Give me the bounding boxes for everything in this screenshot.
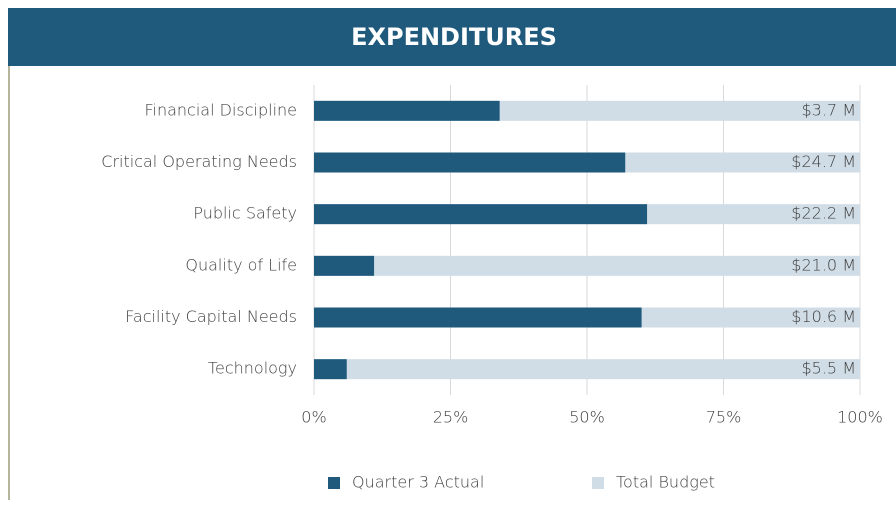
bar bbox=[314, 359, 860, 380]
bar bbox=[314, 255, 860, 276]
header-bar bbox=[8, 8, 896, 66]
bar bbox=[314, 152, 626, 173]
chart-title: EXPENDITURES bbox=[351, 23, 557, 51]
annotation: $22.2 M bbox=[791, 204, 856, 223]
annotation: $10.6 M bbox=[791, 307, 856, 326]
bar bbox=[314, 307, 642, 328]
annotation: $3.7 M bbox=[801, 100, 856, 119]
x-tick-label: 0% bbox=[301, 408, 326, 427]
bar bbox=[314, 359, 347, 380]
legend-label: Quarter 3 Actual bbox=[352, 473, 484, 492]
y-tick-label: Financial Discipline bbox=[144, 100, 297, 119]
legend-label: Total Budget bbox=[616, 473, 715, 492]
x-tick-label: 50% bbox=[569, 408, 605, 427]
y-tick-label: Critical Operating Needs bbox=[101, 152, 297, 171]
y-tick-label: Public Safety bbox=[193, 204, 297, 223]
annotation: $21.0 M bbox=[791, 255, 856, 274]
bar bbox=[314, 100, 500, 121]
bar bbox=[314, 204, 648, 225]
bar bbox=[314, 255, 375, 276]
annotation: $24.7 M bbox=[791, 152, 856, 171]
x-tick-label: 100% bbox=[837, 408, 883, 427]
x-tick-label: 75% bbox=[706, 408, 742, 427]
legend-swatch bbox=[328, 477, 340, 489]
legend-swatch bbox=[592, 477, 604, 489]
y-tick-label: Technology bbox=[208, 359, 297, 378]
annotation: $5.5 M bbox=[801, 359, 856, 378]
y-tick-label: Quality of Life bbox=[185, 255, 297, 274]
x-tick-label: 25% bbox=[433, 408, 469, 427]
y-tick-label: Facility Capital Needs bbox=[125, 307, 297, 326]
